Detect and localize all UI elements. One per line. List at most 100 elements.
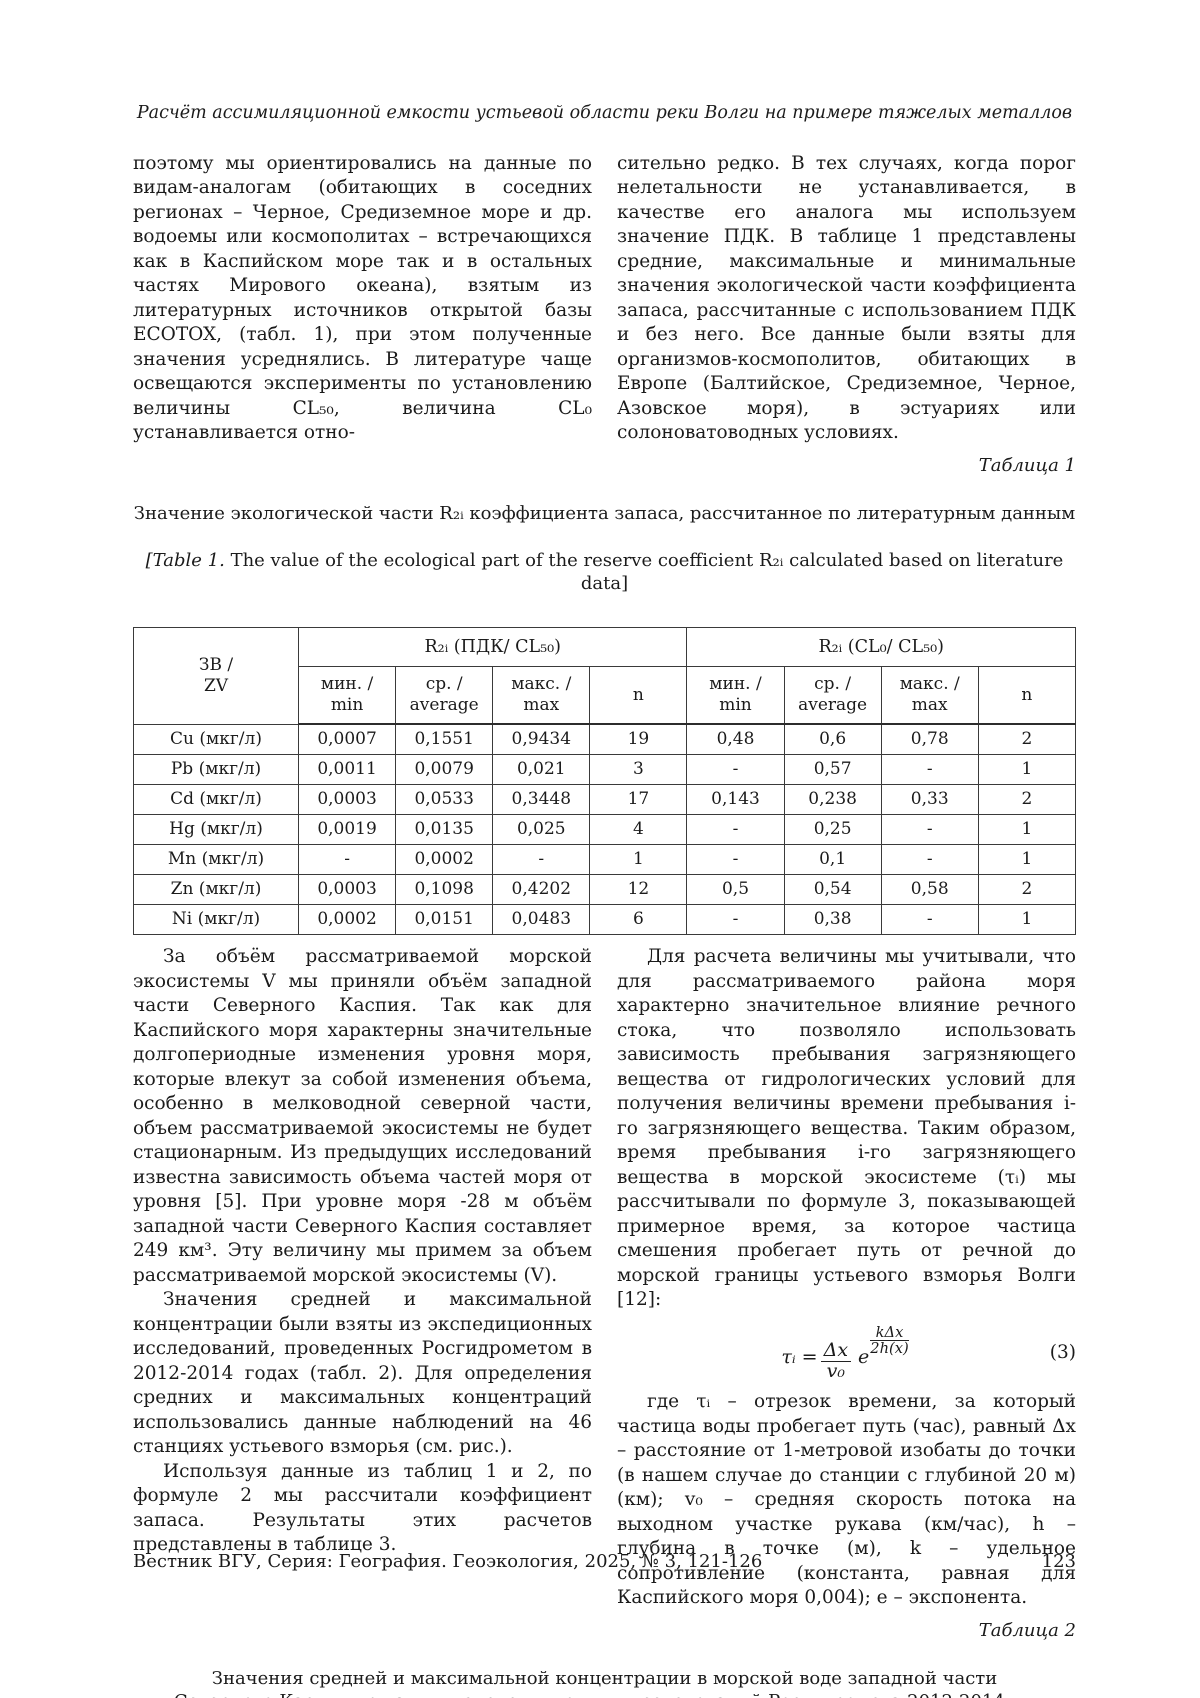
cell: 0,0151 — [395, 904, 494, 936]
row-label: Mn (мкг/л) — [132, 844, 300, 876]
cell: 0,1 — [783, 844, 882, 876]
cell: 0,238 — [783, 784, 882, 816]
cell: 0,6 — [783, 723, 882, 756]
paragraph: поэтому мы ориентировались на данные по … — [133, 152, 592, 444]
cell: 0,25 — [783, 814, 882, 846]
row-label: Pb (мкг/л) — [132, 754, 300, 786]
table2-caption: Значения средней и максимальной концентр… — [133, 1644, 1076, 1698]
col-header-max: макс. / max — [492, 666, 591, 726]
table-row: Zn (мкг/л) 0,0003 0,1098 0,4202 12 0,5 0… — [132, 874, 1077, 906]
fraction-denominator: v₀ — [826, 1360, 845, 1383]
formula-fraction: Δx v₀ — [820, 1340, 852, 1383]
paragraph: где τᵢ – отрезок времени, за который час… — [617, 1391, 1076, 1608]
cell: 6 — [589, 904, 688, 936]
running-head: Расчёт ассимиляционной емкости устьевой … — [136, 103, 1073, 123]
table-row: мин. / min ср. / average макс. / max n м… — [134, 666, 1077, 726]
row-label: Zn (мкг/л) — [132, 874, 300, 906]
corner-header: ЗВ / ZV — [132, 627, 300, 725]
cell: 0,78 — [880, 723, 979, 756]
cell: 0,54 — [783, 874, 882, 906]
cell: 0,0003 — [298, 874, 397, 906]
page-content: Расчёт ассимиляционной емкости устьевой … — [132, 0, 1077, 1698]
paragraph: Значения средней и максимальной концентр… — [133, 1289, 592, 1458]
cell: - — [686, 814, 785, 846]
exponent-numerator: kΔx — [870, 1324, 909, 1342]
cell: 0,1551 — [395, 723, 494, 756]
caption-en-rest: The value of the ecological part of the … — [224, 550, 1064, 595]
cell: 12 — [589, 874, 688, 906]
table1-caption-en: [Table 1. The value of the ecological pa… — [133, 549, 1076, 596]
col-header-n: n — [589, 666, 688, 726]
page-number: 123 — [1041, 1551, 1076, 1572]
table1-label: Таблица 1 — [978, 454, 1076, 476]
cell: - — [298, 844, 397, 876]
formula-number: (3) — [1049, 1342, 1076, 1364]
paragraph: Используя данные из таблиц 1 и 2, по фор… — [133, 1460, 592, 1556]
column-left: поэтому мы ориентировались на данные по … — [133, 152, 592, 446]
formula-body: τᵢ = Δx v₀ e kΔx 2h(x) — [781, 1324, 911, 1381]
cell: 0,0533 — [395, 784, 494, 816]
table-1: ЗВ / ZV R₂ᵢ (ПДК/ CL₅₀) R₂ᵢ (CL₀/ CL₅₀) … — [132, 627, 1077, 936]
caption-en-italic: [Table 1. — [145, 550, 225, 572]
cell: 4 — [589, 814, 688, 846]
table-row: Cd (мкг/л) 0,0003 0,0533 0,3448 17 0,143… — [132, 784, 1077, 816]
cell: - — [880, 814, 979, 846]
formula-e: e — [858, 1346, 870, 1369]
formula-3: τᵢ = Δx v₀ e kΔx 2h(x) (3) — [617, 1324, 1076, 1382]
table1-caption-ru: Значение экологической части R₂ᵢ коэффиц… — [133, 503, 1076, 525]
cell: 0,58 — [880, 874, 979, 906]
row-label: Ni (мкг/л) — [132, 904, 300, 936]
body-section-1: поэтому мы ориентировались на данные по … — [133, 152, 1076, 446]
fraction-numerator: Δx — [820, 1340, 852, 1363]
group-header-pdk: R₂ᵢ (ПДК/ CL₅₀) — [298, 627, 688, 668]
cell: - — [880, 754, 979, 786]
table-row: Mn (мкг/л) - 0,0002 - 1 - 0,1 - 1 — [132, 844, 1077, 876]
col-header-avg: ср. / average — [395, 666, 494, 726]
col-header-avg: ср. / average — [783, 666, 882, 726]
cell: 0,33 — [880, 784, 979, 816]
cell: 0,021 — [492, 754, 591, 786]
cell: 0,0483 — [492, 904, 591, 936]
cell: - — [880, 904, 979, 936]
row-label: Cu (мкг/л) — [132, 723, 300, 756]
cell: 2 — [977, 874, 1077, 906]
table-row: Cu (мкг/л) 0,0007 0,1551 0,9434 19 0,48 … — [132, 723, 1077, 756]
group-header-cl0: R₂ᵢ (CL₀/ CL₅₀) — [686, 627, 1076, 668]
col-header-n: n — [977, 666, 1077, 726]
table-row: Ni (мкг/л) 0,0002 0,0151 0,0483 6 - 0,38… — [132, 904, 1077, 936]
cell: 0,57 — [783, 754, 882, 786]
cell: 0,9434 — [492, 723, 591, 756]
table-row: Pb (мкг/л) 0,0011 0,0079 0,021 3 - 0,57 … — [132, 754, 1077, 786]
column-right: Для расчета величины мы учитывали, что д… — [617, 945, 1076, 1610]
journal-line: Вестник ВГУ, Серия: География. Геоэколог… — [133, 1551, 763, 1572]
row-label: Cd (мкг/л) — [132, 784, 300, 816]
column-left: За объём рассматриваемой морской экосист… — [133, 945, 592, 1610]
cell: 1 — [977, 904, 1077, 936]
cell: 0,0011 — [298, 754, 397, 786]
cell: 19 — [589, 723, 688, 756]
cell: - — [686, 904, 785, 936]
paragraph: сительно редко. В тех случаях, когда пор… — [617, 152, 1076, 444]
col-header-min: мин. / min — [298, 666, 397, 726]
cell: 0,0002 — [395, 844, 494, 876]
table2-label: Таблица 2 — [978, 1619, 1076, 1641]
cell: 0,3448 — [492, 784, 591, 816]
cell: 0,4202 — [492, 874, 591, 906]
cell: 1 — [977, 814, 1077, 846]
formula-lhs: τᵢ = — [781, 1346, 818, 1369]
cell: 3 — [589, 754, 688, 786]
paragraph: Для расчета величины мы учитывали, что д… — [617, 946, 1076, 1311]
col-header-min: мин. / min — [686, 666, 785, 726]
paragraph: За объём рассматриваемой морской экосист… — [133, 946, 592, 1286]
cell: 0,0019 — [298, 814, 397, 846]
cell: 17 — [589, 784, 688, 816]
cell: 1 — [977, 844, 1077, 876]
cell: 0,0003 — [298, 784, 397, 816]
row-label: Hg (мкг/л) — [132, 814, 300, 846]
exponent-denominator: 2h(x) — [870, 1340, 909, 1358]
table1-caption: Значение экологической части R₂ᵢ коэффиц… — [133, 479, 1076, 619]
formula-exponent: kΔx 2h(x) — [870, 1324, 909, 1358]
cell: - — [492, 844, 591, 876]
cell: 1 — [977, 754, 1077, 786]
